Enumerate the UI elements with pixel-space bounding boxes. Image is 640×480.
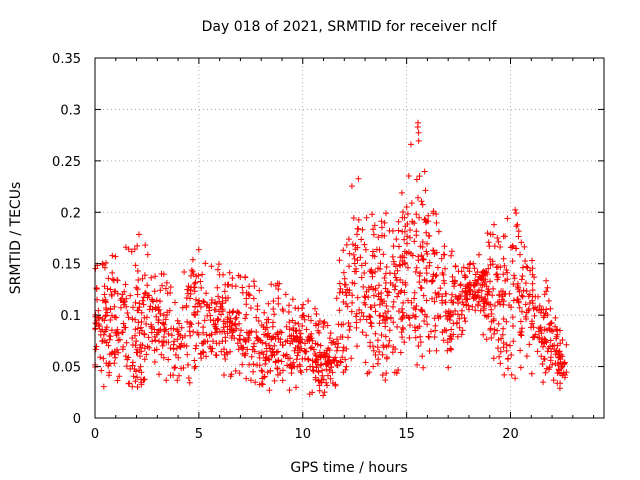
scatter-points — [92, 119, 570, 399]
axis-ticks: 0 5 10 15 20 0 0.05 0.1 0.15 0.2 0.25 0.3 0.35 — [52, 52, 604, 442]
x-tick-label: 0 — [91, 427, 99, 442]
x-tick-label: 20 — [502, 427, 519, 442]
x-tick-label: 15 — [398, 427, 415, 442]
y-tick-label: 0.1 — [60, 309, 81, 324]
y-axis-label: SRMTID / TECUs — [8, 182, 24, 295]
x-tick-label: 5 — [195, 427, 203, 442]
y-tick-label: 0.25 — [52, 155, 81, 170]
scatter-marks — [92, 119, 570, 399]
chart-title: Day 018 of 2021, SRMTID for receiver ncl… — [202, 19, 498, 35]
x-axis-label: GPS time / hours — [290, 460, 407, 476]
x-tick-label: 10 — [294, 427, 311, 442]
y-tick-label: 0.2 — [60, 206, 81, 221]
y-tick-label: 0.3 — [60, 103, 81, 118]
y-tick-label: 0.15 — [52, 258, 81, 273]
y-tick-label: 0.05 — [52, 361, 81, 376]
grid — [95, 58, 604, 418]
y-tick-label: 0.35 — [52, 52, 81, 67]
y-tick-label: 0 — [73, 412, 81, 427]
plot-frame — [94, 57, 605, 419]
